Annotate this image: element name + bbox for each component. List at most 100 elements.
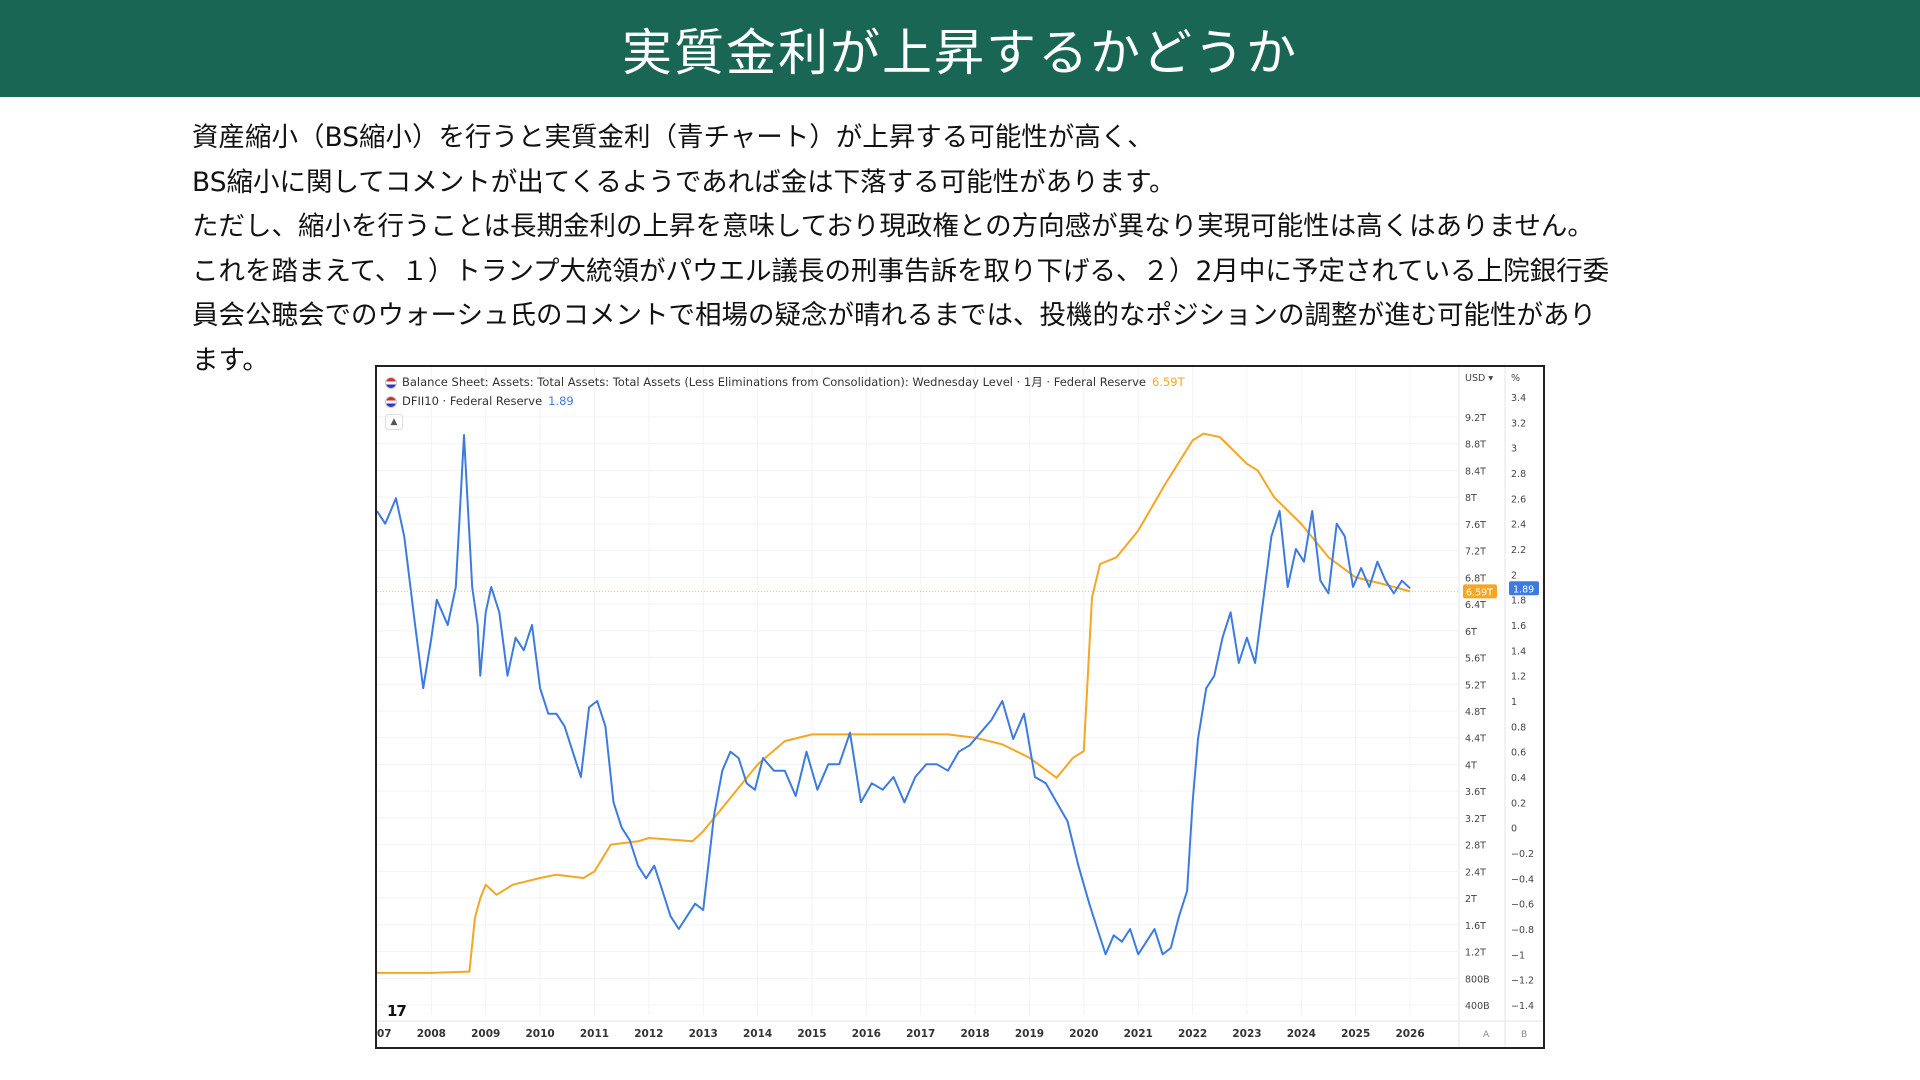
right-tick-label: −0.2 xyxy=(1511,849,1534,860)
right-tick-label: 2.8 xyxy=(1511,469,1526,480)
right-tick-label: −0.6 xyxy=(1511,900,1534,911)
series-line-dfii10 xyxy=(377,434,1411,956)
left-tick-label: 400B xyxy=(1465,1001,1490,1012)
x-tick-label: 2011 xyxy=(580,1028,609,1040)
left-tick-label: 3.6T xyxy=(1465,787,1486,798)
right-tick-label: 1.2 xyxy=(1511,672,1526,683)
right-tick-label: 2.4 xyxy=(1511,520,1526,531)
left-tick-label: 3.2T xyxy=(1465,814,1486,825)
last-value-badge-left xyxy=(1463,584,1497,599)
left-tick-label: 1.6T xyxy=(1465,921,1486,932)
x-tick-label: 2021 xyxy=(1124,1028,1153,1040)
paragraph-line: ただし、縮小を行うことは長期金利の上昇を意味しており現政権との方向感が異なり実現… xyxy=(192,211,1594,242)
x-tick-label: 2016 xyxy=(852,1028,881,1040)
right-tick-label: 1.4 xyxy=(1511,646,1526,657)
right-tick-label: −0.4 xyxy=(1511,874,1534,885)
left-tick-label: 6.4T xyxy=(1465,600,1486,611)
tradingview-logo: 17 xyxy=(387,1002,407,1020)
left-tick-label: 7.2T xyxy=(1465,547,1486,558)
x-tick-label: 2014 xyxy=(743,1028,772,1040)
paragraph-line: 資産縮小（BS縮小）を行うと実質金利（青チャート）が上昇する可能性が高く、 xyxy=(192,122,1154,153)
left-tick-label: 5.6T xyxy=(1465,654,1486,665)
paragraph-line: ます。 xyxy=(192,344,269,376)
left-tick-label: 1.2T xyxy=(1465,948,1486,959)
left-tick-label: 4.4T xyxy=(1465,734,1486,745)
x-tick-label: 2010 xyxy=(525,1028,554,1040)
x-tick-label: 2025 xyxy=(1341,1028,1370,1040)
x-tick-label: 2015 xyxy=(797,1028,826,1040)
us-flag-icon xyxy=(385,395,397,408)
x-tick-label: 2013 xyxy=(689,1028,718,1040)
chart-frame[interactable]: 400B 800B 1.2T 1.6T 2T 2.4T 2.8T 3.2T 3.6T 4T 4.4T… xyxy=(375,365,1545,1049)
paragraph-line: BS縮小に関してコメントが出てくるようであれば金は下落する可能性があります。 xyxy=(192,166,1176,198)
chart-legend: Balance Sheet: Assets: Total Assets: Tot… xyxy=(385,373,1185,430)
series-line-total-assets xyxy=(377,432,1411,974)
right-tick-label: −1 xyxy=(1511,950,1525,961)
x-tick-label: 2022 xyxy=(1178,1028,1207,1040)
right-tick-label: 2.6 xyxy=(1511,494,1526,505)
legend-label: DFII10 · Federal Reserve xyxy=(402,394,543,408)
footer-mark: B xyxy=(1521,1030,1527,1040)
body-text: 資産縮小（BS縮小）を行うと実質金利（青チャート）が上昇する可能性が高く、 BS… xyxy=(192,116,1892,383)
left-tick-label: 8.4T xyxy=(1465,466,1486,477)
legend-row-dfii10[interactable]: DFII10 · Federal Reserve 1.89 xyxy=(385,392,1185,411)
x-tick-label: 2012 xyxy=(634,1028,663,1040)
x-tick-label: 2019 xyxy=(1015,1028,1044,1040)
left-tick-label: 6.8T xyxy=(1465,573,1486,584)
left-tick-label: 800B xyxy=(1465,974,1490,985)
right-tick-label: 3.2 xyxy=(1511,418,1526,429)
x-tick-label: 2008 xyxy=(417,1028,446,1040)
x-tick-label: 2009 xyxy=(471,1028,500,1040)
left-tick-label: 6T xyxy=(1465,627,1477,638)
footer-mark: A xyxy=(1483,1030,1490,1040)
right-tick-label: −1.4 xyxy=(1511,1001,1534,1012)
left-tick-label: 2.4T xyxy=(1465,867,1486,878)
left-tick-label: 4T xyxy=(1465,760,1477,771)
right-tick-label: 2 xyxy=(1511,570,1517,581)
last-value-label-right: 1.89 xyxy=(1513,584,1534,595)
page-title: 実質金利が上昇するかどうか xyxy=(622,23,1298,82)
right-axis-header: % xyxy=(1511,373,1520,384)
last-value-label-left: 6.59T xyxy=(1466,587,1493,598)
title-bar: 実質金利が上昇するかどうか xyxy=(0,0,1920,97)
left-tick-label: 4.8T xyxy=(1465,707,1486,718)
x-tick-label: 2026 xyxy=(1395,1028,1424,1040)
left-tick-label: 8.8T xyxy=(1465,440,1486,451)
x-tick-label: 2023 xyxy=(1232,1028,1261,1040)
right-tick-label: 0 xyxy=(1511,824,1517,835)
chart-svg[interactable]: 400B 800B 1.2T 1.6T 2T 2.4T 2.8T 3.2T 3.6T 4T 4.4T… xyxy=(377,367,1543,1047)
last-value-badge-right xyxy=(1509,581,1539,596)
right-tick-label: 3 xyxy=(1511,444,1517,455)
x-tick-label: 2017 xyxy=(906,1028,935,1040)
left-tick-label: 9.2T xyxy=(1465,413,1486,424)
right-tick-label: −1.2 xyxy=(1511,976,1534,987)
x-tick-label: 2020 xyxy=(1069,1028,1098,1040)
left-tick-label: 8T xyxy=(1465,493,1477,504)
x-tick-label: 2024 xyxy=(1287,1028,1316,1040)
left-tick-label: 2T xyxy=(1465,894,1477,905)
left-tick-label: 5.2T xyxy=(1465,680,1486,691)
legend-row-assets[interactable]: Balance Sheet: Assets: Total Assets: Tot… xyxy=(385,373,1185,392)
legend-label: Balance Sheet: Assets: Total Assets: Tot… xyxy=(402,375,1146,389)
right-tick-label: 2.2 xyxy=(1511,545,1526,556)
left-tick-label: 2.8T xyxy=(1465,841,1486,852)
paragraph-line: 員会公聴会でのウォーシュ氏のコメントで相場の疑念が晴れるまでは、投機的なポジショ… xyxy=(192,300,1596,331)
right-tick-label: −0.8 xyxy=(1511,925,1534,936)
paragraph-line: これを踏まえて、１）トランプ大統領がパウエル議長の刑事告訴を取り下げる、２）2月… xyxy=(192,255,1610,287)
right-tick-label: 1.6 xyxy=(1511,621,1526,632)
right-tick-label: 0.4 xyxy=(1511,773,1526,784)
collapse-legend-button[interactable]: ▲ xyxy=(385,414,403,430)
right-tick-label: 3.4 xyxy=(1511,393,1526,404)
right-tick-label: 0.8 xyxy=(1511,722,1526,733)
legend-value: 6.59T xyxy=(1152,375,1185,389)
x-tick-label: 2018 xyxy=(960,1028,989,1040)
right-tick-label: 0.2 xyxy=(1511,798,1526,809)
left-tick-label: 7.6T xyxy=(1465,520,1486,531)
legend-value: 1.89 xyxy=(548,394,574,408)
x-tick-label: 07 xyxy=(377,1028,392,1040)
right-tick-label: 0.6 xyxy=(1511,748,1526,759)
right-tick-label: 1.8 xyxy=(1511,596,1526,607)
left-axis-header: USD ▾ xyxy=(1465,373,1493,384)
right-tick-label: 1 xyxy=(1511,697,1517,708)
us-flag-icon xyxy=(385,376,397,389)
